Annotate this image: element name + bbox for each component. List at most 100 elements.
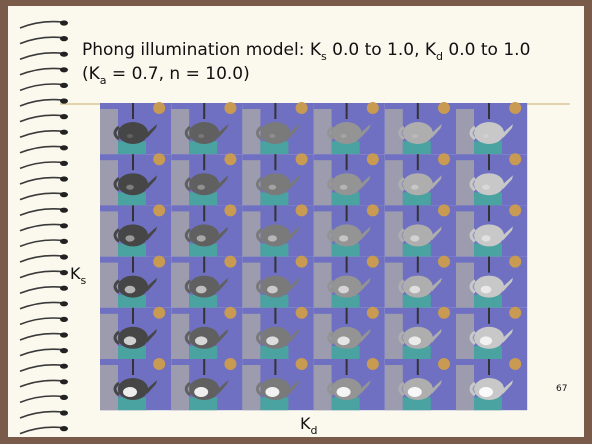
teapot-highlight xyxy=(479,387,493,397)
teapot-cell xyxy=(456,358,527,410)
teapot-cell xyxy=(171,102,242,154)
cell-ball xyxy=(509,256,521,268)
kd-text: K xyxy=(300,414,311,433)
teapot-highlight xyxy=(125,235,134,241)
cell-ball xyxy=(438,307,450,319)
teapot-highlight xyxy=(196,286,207,294)
cell-ball xyxy=(367,256,379,268)
slide: Phong illumination model: Ks 0.0 to 1.0,… xyxy=(0,0,592,444)
cell-ball xyxy=(224,358,236,370)
teapot-highlight xyxy=(337,387,351,397)
teapot-body xyxy=(189,122,219,144)
cell-ball xyxy=(296,204,308,216)
spiral-hole xyxy=(60,83,68,88)
teapot-cell xyxy=(314,256,385,308)
cell-ball xyxy=(509,153,521,165)
teapot-highlight xyxy=(269,134,275,138)
teapot-highlight xyxy=(198,134,204,138)
cell-ball xyxy=(224,102,236,114)
teapot-cell xyxy=(385,153,456,205)
cell-ball xyxy=(224,204,236,216)
teapot-body xyxy=(403,224,433,246)
teapot-cell xyxy=(242,358,313,410)
cell-ball xyxy=(438,102,450,114)
teapot-cell xyxy=(314,153,385,205)
page-number: 67 xyxy=(556,384,567,394)
title-line-2: (Ka = 0.7, n = 10.0) xyxy=(82,64,250,87)
spiral-hole xyxy=(60,98,68,103)
title-text: (K xyxy=(82,64,101,84)
spiral-hole xyxy=(60,161,68,166)
cell-ball xyxy=(367,153,379,165)
cell-ball xyxy=(438,204,450,216)
teapot-highlight xyxy=(267,286,278,294)
title-subscript: a xyxy=(100,74,107,87)
cell-ball xyxy=(153,153,165,165)
cell-ball xyxy=(153,204,165,216)
teapot-highlight xyxy=(412,134,418,138)
title-subscript: d xyxy=(436,50,443,63)
cell-ball xyxy=(509,204,521,216)
teapot-cell xyxy=(314,358,385,410)
teapot-cell xyxy=(385,102,456,154)
teapot-highlight xyxy=(197,185,205,190)
teapot-cell xyxy=(385,358,456,410)
teapot-cell xyxy=(100,358,171,410)
teapot-cell xyxy=(171,204,242,256)
teapot-cell xyxy=(242,102,313,154)
teapot-highlight xyxy=(265,387,279,397)
teapot-body xyxy=(118,224,148,246)
teapot-body xyxy=(260,122,290,144)
teapot-cell xyxy=(314,307,385,359)
cell-ball xyxy=(153,102,165,114)
teapot-body xyxy=(474,173,504,195)
teapot-highlight xyxy=(481,235,490,241)
spiral-hole xyxy=(60,52,68,57)
teapot-body xyxy=(332,173,362,195)
spiral-hole xyxy=(60,145,68,150)
teapot-highlight xyxy=(481,286,492,294)
title-line-1: Phong illumination model: Ks 0.0 to 1.0,… xyxy=(82,40,530,63)
spiral-hole xyxy=(60,332,68,337)
spiral-hole xyxy=(60,223,68,228)
teapot-highlight xyxy=(341,134,347,138)
cell-ball xyxy=(153,256,165,268)
cell-ball xyxy=(153,307,165,319)
teapot-highlight xyxy=(483,134,489,138)
spiral-hole xyxy=(60,395,68,400)
cell-ball xyxy=(509,307,521,319)
cell-ball xyxy=(367,307,379,319)
teapot-cell xyxy=(456,204,527,256)
teapot-cell xyxy=(385,307,456,359)
teapot-cell xyxy=(242,204,313,256)
teapot-body xyxy=(403,122,433,144)
teapot-body xyxy=(118,122,148,144)
cell-ball xyxy=(296,307,308,319)
teapot-cell xyxy=(171,256,242,308)
teapot-body xyxy=(118,173,148,195)
teapot-cell xyxy=(456,307,527,359)
teapot-body xyxy=(474,224,504,246)
teapot-cell xyxy=(242,307,313,359)
title-text: Phong illumination model: K xyxy=(82,40,322,60)
teapot-highlight xyxy=(480,336,492,345)
cell-ball xyxy=(296,256,308,268)
teapot-highlight xyxy=(194,387,208,397)
spiral-hole xyxy=(60,192,68,197)
spiral-hole xyxy=(60,67,68,72)
teapot-highlight xyxy=(268,235,277,241)
teapot-grid xyxy=(100,102,527,410)
teapot-body xyxy=(332,224,362,246)
spiral-hole xyxy=(60,410,68,415)
teapot-highlight xyxy=(125,286,136,294)
cell-ball xyxy=(224,256,236,268)
cell-ball xyxy=(509,358,521,370)
spiral-hole xyxy=(60,20,68,25)
cell-ball xyxy=(509,102,521,114)
spiral-hole xyxy=(60,114,68,119)
spiral-hole xyxy=(60,348,68,353)
teapot-cell xyxy=(314,102,385,154)
teapot-cell xyxy=(171,358,242,410)
teapot-body xyxy=(332,122,362,144)
cell-ball xyxy=(296,153,308,165)
